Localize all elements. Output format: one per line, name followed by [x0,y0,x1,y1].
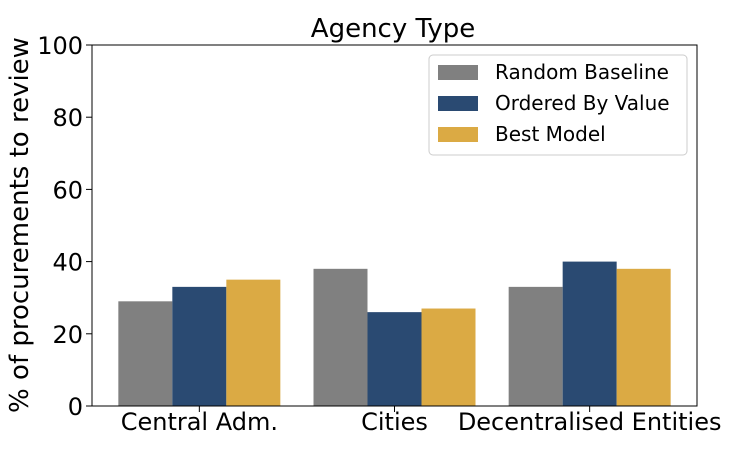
bar-2-1 [562,261,617,406]
x-tick-label: Decentralised Entities [458,408,722,436]
y-tick-label: 60 [52,176,83,204]
y-tick-label: 40 [52,249,83,277]
legend-label: Random Baseline [495,60,669,84]
y-tick-label: 80 [52,104,83,132]
legend-box [428,54,688,156]
bars-group [118,261,671,406]
bar-0-2 [226,279,281,406]
bar-1-0 [313,268,368,406]
x-tick-label: Cities [361,408,428,436]
legend-label: Best Model [495,122,606,146]
axes-group: Central Adm. Cities Decentralised Entities… [37,32,721,436]
bar-2-0 [508,286,563,406]
bar-2-2 [616,268,671,406]
legend-swatch [438,96,478,111]
bar-0-1 [172,286,227,406]
y-tick-label: 0 [68,393,83,421]
legend-swatch [438,127,478,142]
y-tick-label: 20 [52,321,83,349]
legend-label: Ordered By Value [495,91,670,115]
legend: Random Baseline Ordered By Value Best Mode… [428,54,688,156]
bar-1-2 [421,308,476,406]
bar-0-0 [118,301,173,406]
y-tick-label: 100 [37,32,83,60]
x-tick-label: Central Adm. [121,408,278,436]
bar-1-1 [367,312,422,406]
legend-swatch [438,65,478,80]
y-axis-label: % of procurements to review [5,37,35,413]
chart-title: Agency Type [311,14,475,44]
